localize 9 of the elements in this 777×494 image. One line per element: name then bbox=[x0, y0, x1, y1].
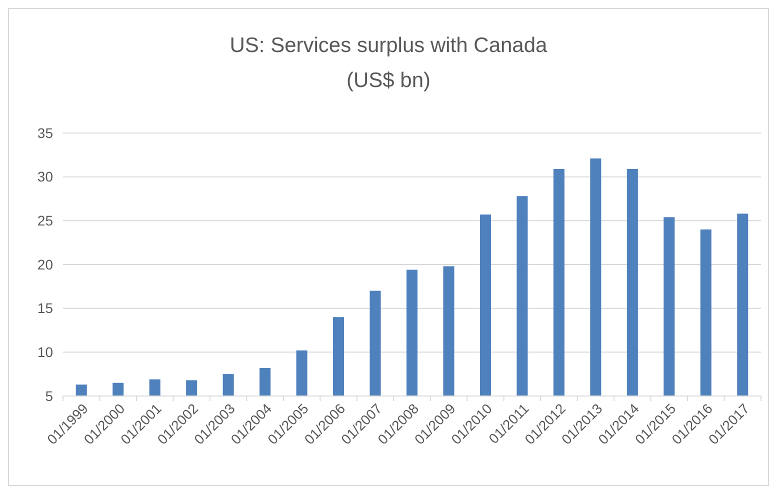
y-tick-label: 35 bbox=[37, 124, 54, 141]
chart-title: US: Services surplus with Canada bbox=[230, 34, 548, 57]
y-tick-label: 25 bbox=[37, 212, 54, 229]
y-tick-label: 10 bbox=[37, 344, 54, 360]
y-tick-label: 30 bbox=[37, 168, 54, 185]
y-tick-label: 15 bbox=[37, 300, 54, 316]
y-tick-label: 20 bbox=[37, 256, 54, 272]
chart-subtitle: (US$ bn) bbox=[346, 69, 431, 92]
y-tick-label: 5 bbox=[45, 388, 54, 404]
